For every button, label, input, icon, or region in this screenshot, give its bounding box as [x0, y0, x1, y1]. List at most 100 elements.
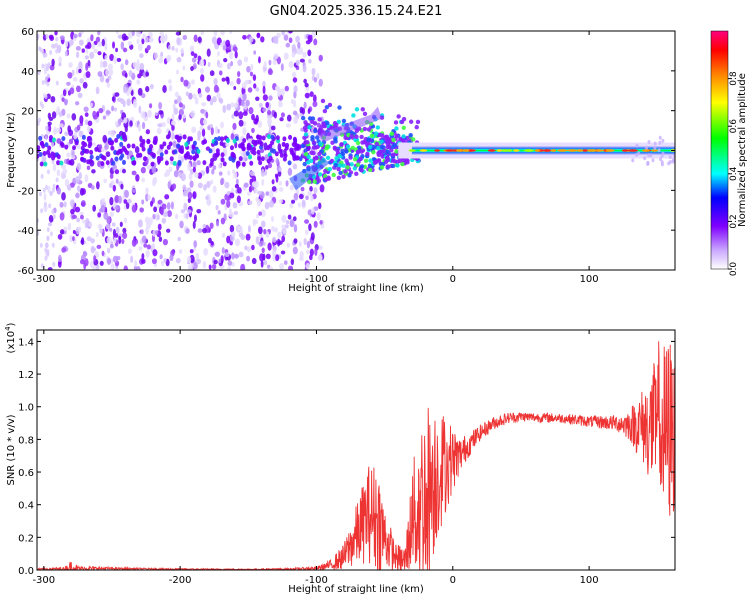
- noise-blob: [140, 166, 146, 174]
- noise-blob: [206, 48, 211, 57]
- noise-blob: [63, 201, 67, 208]
- noise-blob: [261, 179, 265, 186]
- transition-blob: [313, 145, 319, 150]
- noise-blob: [75, 51, 80, 58]
- noise-blob: [105, 68, 109, 77]
- transition-blob: [365, 151, 370, 157]
- band-blob: [146, 139, 151, 145]
- noise-blob: [161, 203, 167, 210]
- noise-blob: [178, 114, 182, 120]
- noise-blob: [59, 123, 64, 128]
- noise-blob: [225, 39, 231, 48]
- band-blob: [188, 155, 193, 161]
- noise-blob: [149, 83, 154, 90]
- noise-blob: [126, 98, 131, 106]
- noise-blob: [192, 62, 197, 70]
- edge-blob: [644, 145, 648, 150]
- noise-blob: [286, 114, 292, 122]
- noise-blob: [56, 187, 61, 195]
- noise-blob: [124, 59, 129, 66]
- noise-blob: [84, 112, 89, 117]
- band-blob: [236, 161, 241, 167]
- y-tick-label: 0.4: [18, 501, 34, 512]
- noise-blob: [44, 255, 48, 261]
- noise-blob: [290, 258, 295, 266]
- band-blob: [232, 138, 237, 144]
- band-blob: [257, 156, 262, 162]
- noise-blob: [105, 151, 111, 158]
- transition-blob: [337, 105, 342, 110]
- noise-blob: [46, 73, 50, 79]
- noise-blob: [37, 117, 41, 123]
- noise-blob: [165, 169, 171, 177]
- noise-blob: [213, 77, 218, 86]
- transition-blob: [369, 133, 375, 138]
- transition-blob: [390, 158, 396, 163]
- noise-blob: [271, 216, 274, 223]
- band-blob: [56, 154, 61, 160]
- band-blob: [89, 154, 94, 160]
- noise-blob: [141, 199, 145, 205]
- noise-blob: [127, 198, 132, 204]
- noise-blob: [169, 254, 174, 262]
- noise-blob: [200, 31, 205, 36]
- noise-blob: [76, 217, 81, 223]
- noise-blob: [280, 250, 286, 255]
- noise-blob: [37, 33, 40, 39]
- noise-blob: [302, 51, 307, 58]
- noise-blob: [299, 106, 304, 114]
- band-blob: [282, 136, 287, 142]
- noise-blob: [76, 179, 80, 185]
- noise-blob: [288, 31, 293, 34]
- band-blob: [151, 152, 156, 158]
- noise-blob: [166, 54, 172, 62]
- noise-blob: [124, 189, 129, 198]
- noise-blob: [85, 217, 90, 225]
- transition-blob: [401, 125, 406, 130]
- transition-blob: [400, 161, 405, 167]
- noise-blob: [197, 130, 202, 139]
- noise-blob: [175, 31, 181, 36]
- noise-blob: [202, 260, 207, 269]
- noise-blob: [177, 154, 182, 162]
- band-blob: [37, 145, 41, 151]
- band-blob: [220, 157, 225, 163]
- noise-blob: [285, 123, 291, 128]
- noise-blob: [188, 92, 193, 100]
- noise-blob: [137, 124, 141, 132]
- x-tick-label: -100: [305, 575, 328, 586]
- transition-blob: [391, 137, 396, 143]
- noise-blob: [116, 97, 122, 103]
- transition-blob: [344, 149, 349, 154]
- edge-blob: [647, 153, 651, 158]
- y-tick-label: 0.8: [18, 435, 34, 446]
- noise-blob: [200, 108, 206, 114]
- noise-blob: [305, 40, 311, 45]
- band-blob: [132, 160, 137, 166]
- transition-blob: [310, 135, 315, 140]
- band-blob: [159, 152, 164, 158]
- noise-blob: [216, 220, 220, 227]
- noise-blob: [104, 54, 108, 61]
- noise-blob: [75, 85, 81, 93]
- band-blob: [123, 147, 128, 153]
- edge-blob: [634, 152, 638, 157]
- noise-blob: [156, 127, 162, 135]
- noise-blob: [113, 107, 118, 112]
- band-blob: [217, 136, 222, 142]
- noise-blob: [178, 102, 183, 108]
- band-blob: [261, 135, 266, 141]
- noise-blob: [47, 267, 53, 270]
- band-blob: [42, 151, 47, 157]
- noise-blob: [39, 47, 43, 53]
- noise-blob: [245, 99, 250, 107]
- noise-blob: [153, 52, 158, 60]
- noise-blob: [46, 130, 50, 135]
- noise-blob: [171, 183, 177, 190]
- noise-blob: [141, 38, 145, 45]
- band-blob: [266, 145, 271, 151]
- transition-blob: [345, 144, 351, 149]
- noise-blob: [299, 58, 305, 63]
- noise-blob: [225, 142, 230, 148]
